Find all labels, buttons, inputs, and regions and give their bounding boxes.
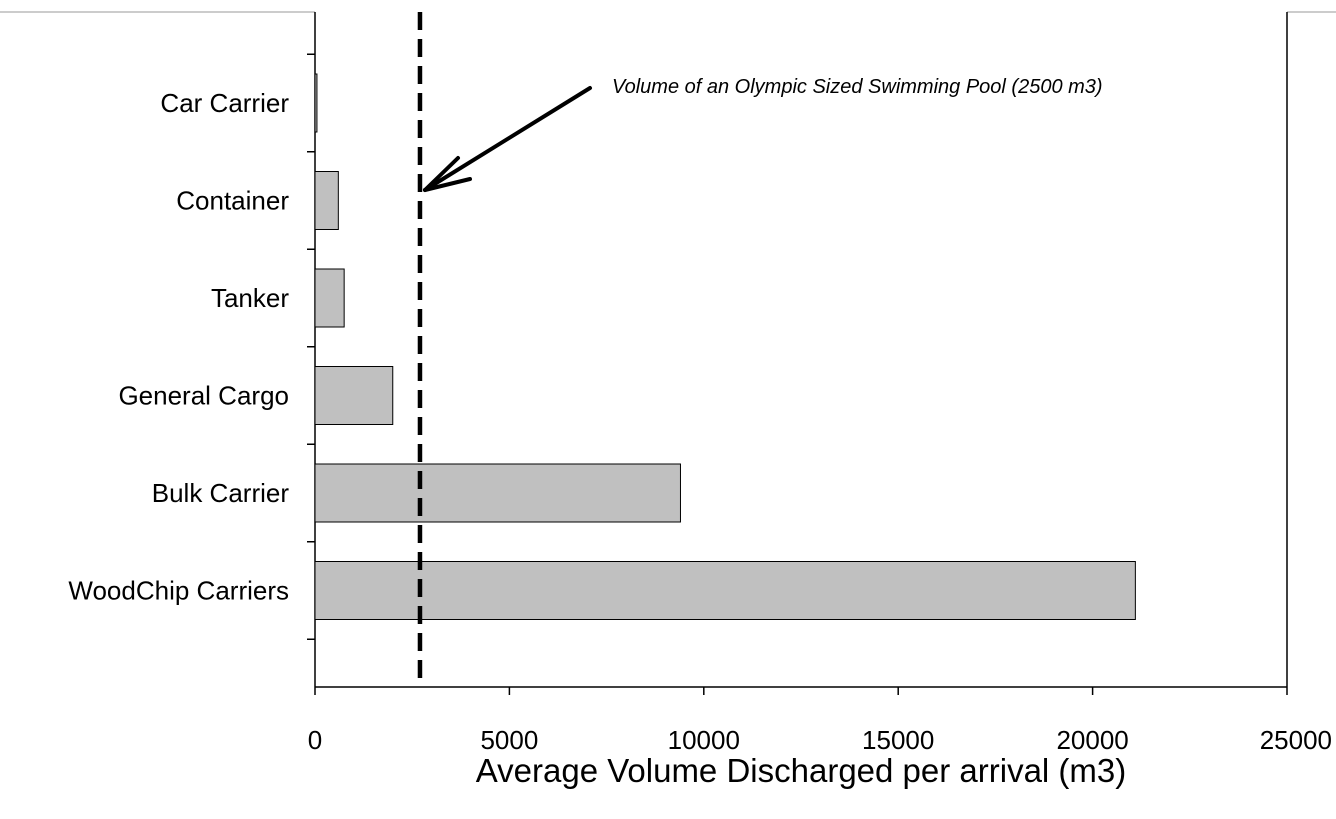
annotation-arrow <box>423 86 592 192</box>
category-label: Bulk Carrier <box>152 478 290 508</box>
x-tick-label: 0 <box>308 725 322 755</box>
category-label: WoodChip Carriers <box>68 576 289 606</box>
bar-bulk-carrier <box>314 463 681 523</box>
annotation-arrow-head-upper <box>423 156 460 192</box>
reference-annotation: Volume of an Olympic Sized Swimming Pool… <box>612 76 1103 98</box>
bar-tanker <box>314 268 345 328</box>
bar-container <box>314 171 339 230</box>
x-axis-label: Average Volume Discharged per arrival (m… <box>476 752 1127 789</box>
bar-woodchip-carriers <box>314 561 1136 620</box>
x-tick-label: 5000 <box>480 725 538 755</box>
category-labels: Car Carrier Container Tanker General Cargo B… <box>68 88 289 606</box>
x-tick-label: 15000 <box>862 725 934 755</box>
y-axis-ticks <box>307 53 315 640</box>
category-label: Tanker <box>211 283 289 313</box>
bar-general-cargo <box>314 366 394 425</box>
annotation-arrow-shaft <box>423 86 592 192</box>
x-tick-label: 25000 <box>1260 725 1332 755</box>
x-tick-label: 20000 <box>1056 725 1128 755</box>
category-label: Car Carrier <box>160 88 289 118</box>
bar-car-carrier <box>314 73 318 133</box>
x-tick-label: 10000 <box>668 725 740 755</box>
annotation-arrow-head-lower <box>423 177 472 192</box>
category-label: General Cargo <box>118 381 289 411</box>
category-label: Container <box>176 186 289 216</box>
x-axis-ticks: 0 5000 10000 15000 20000 25000 <box>308 687 1332 755</box>
bars <box>314 73 1136 620</box>
